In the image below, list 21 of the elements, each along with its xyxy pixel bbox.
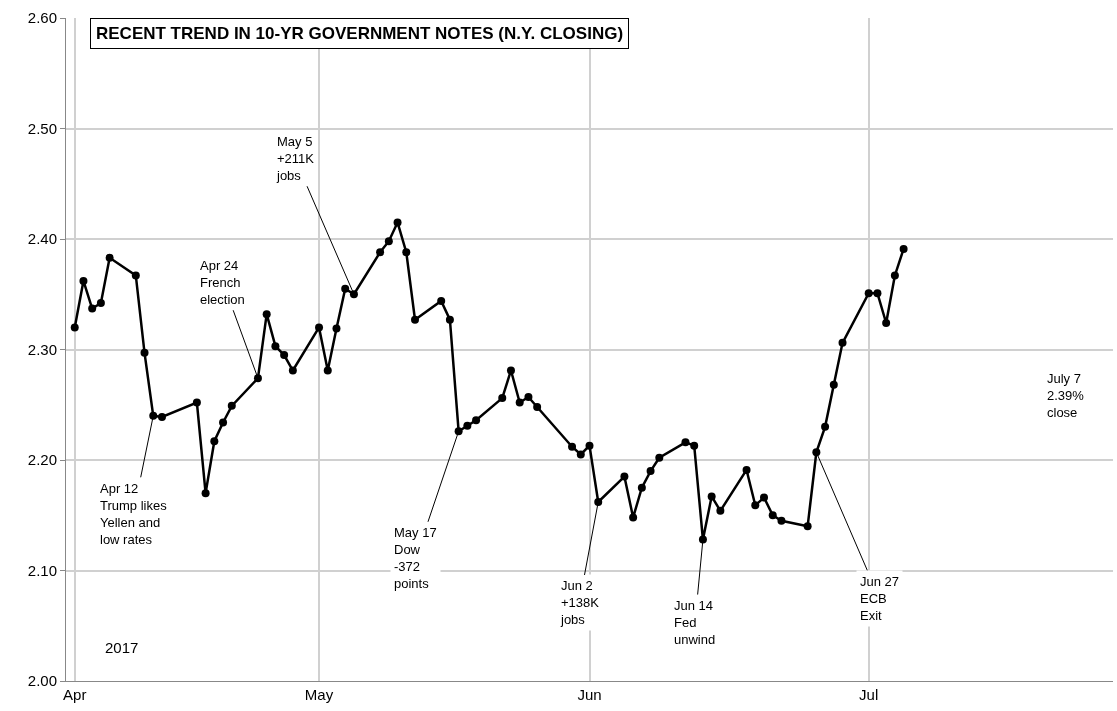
x-tick-label: May [304, 686, 334, 703]
y-tick-label: 2.20 [27, 451, 57, 469]
y-tick-label: 2.30 [27, 340, 57, 358]
annotation: 2017 [105, 639, 139, 656]
annotation: May 17 Dow -372 points [394, 525, 437, 591]
y-tick-label: 2.00 [27, 672, 57, 690]
annotation: Jun 2 +138K jobs [560, 578, 600, 627]
x-tick-label: Jul [859, 686, 879, 703]
annotation: Jun 27 ECB Exit [860, 574, 900, 623]
annotation: Apr 12 Trump likes Yellen and low rates [100, 481, 168, 547]
annotation: May 5 +211K jobs [276, 134, 315, 183]
chart-title: RECENT TREND IN 10-YR GOVERNMENT NOTES (N.Y. CLOSING) [96, 24, 624, 43]
x-tick-label: Apr [63, 686, 87, 703]
y-tick-label: 2.50 [27, 119, 57, 137]
y-tick-label: 2.10 [27, 561, 57, 579]
y-tick-label: 2.60 [27, 9, 57, 27]
annotation: Jun 14 Fed unwind [674, 598, 716, 647]
x-tick-label: Jun [577, 686, 602, 703]
y-tick-label: 2.40 [27, 230, 57, 248]
annotation: Apr 24 French election [200, 258, 245, 307]
annotation: July 7 2.39% close [1047, 371, 1085, 420]
